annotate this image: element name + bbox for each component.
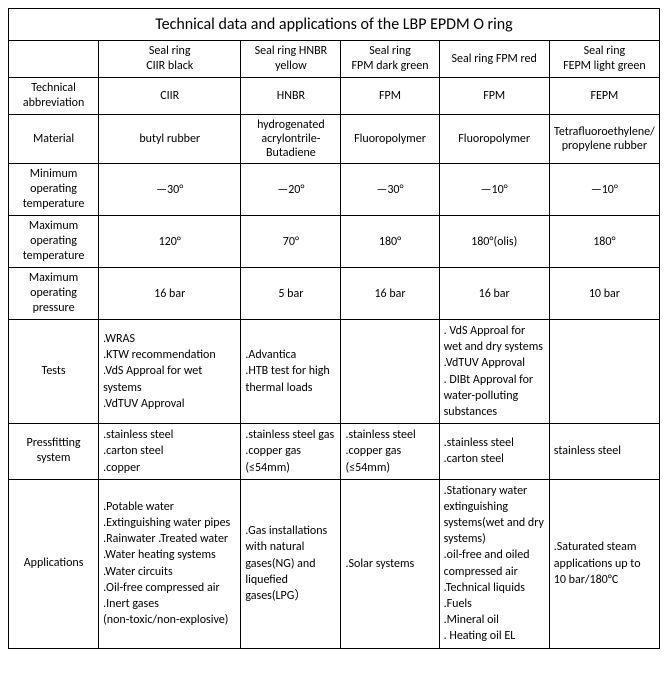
- column-header-line1: Seal ring HNBR: [245, 44, 336, 59]
- row-label: Applications: [9, 479, 99, 648]
- data-cell: Fluoropolymer: [341, 115, 439, 164]
- data-cell: FPM: [439, 78, 549, 115]
- data-cell: 16 bar: [439, 268, 549, 320]
- data-cell: 120°: [99, 216, 241, 268]
- table-row: Tests.WRAS .KTW recommendation .VdS Appr…: [9, 320, 660, 424]
- data-cell: .stainless steel gas .copper gas (≤54mm): [241, 424, 341, 480]
- data-cell: —10°: [439, 164, 549, 216]
- column-header: Seal ringFEPM light green: [549, 41, 659, 78]
- row-label: Pressfitting system: [9, 424, 99, 480]
- data-cell: 10 bar: [549, 268, 659, 320]
- column-header: Seal ring HNBRyellow: [241, 41, 341, 78]
- table-title: Technical data and applications of the L…: [9, 9, 660, 41]
- data-cell: FPM: [341, 78, 439, 115]
- column-header-line1: Seal ring: [345, 44, 434, 59]
- data-cell: CIIR: [99, 78, 241, 115]
- data-cell: .Solar systems: [341, 479, 439, 648]
- table-row: Applications.Potable water .Extinguishin…: [9, 479, 660, 648]
- data-cell: —30°: [99, 164, 241, 216]
- table-row: Maximum operating pressure16 bar5 bar16 …: [9, 268, 660, 320]
- row-label: Maximum operating pressure: [9, 268, 99, 320]
- table-row: Minimum operating temperature—30°—20°—30…: [9, 164, 660, 216]
- column-header: Seal ringFPM dark green: [341, 41, 439, 78]
- data-cell: butyl rubber: [99, 115, 241, 164]
- data-cell: 180°: [341, 216, 439, 268]
- data-cell: [549, 320, 659, 424]
- data-cell: 180°: [549, 216, 659, 268]
- data-cell: 16 bar: [341, 268, 439, 320]
- data-cell: hydrogenated acrylontrile-Butadiene: [241, 115, 341, 164]
- table-row: Maximum operating temperature120°70°180°…: [9, 216, 660, 268]
- data-cell: —10°: [549, 164, 659, 216]
- column-header-line1: Seal ring: [554, 44, 655, 59]
- row-label: Minimum operating temperature: [9, 164, 99, 216]
- data-cell: 16 bar: [99, 268, 241, 320]
- table-row: Technical abbreviationCIIRHNBRFPMFPMFEPM: [9, 78, 660, 115]
- table-row: Materialbutyl rubberhydrogenated acrylon…: [9, 115, 660, 164]
- data-cell: .stainless steel .carton steel: [439, 424, 549, 480]
- data-cell: . VdS Approal for wet and dry systems .V…: [439, 320, 549, 424]
- column-header: Seal ringCIIR black: [99, 41, 241, 78]
- column-header-line2: FPM dark green: [345, 59, 434, 74]
- data-cell: .stainless steel .copper gas (≤54mm): [341, 424, 439, 480]
- data-cell: .stainless steel .carton steel .copper: [99, 424, 241, 480]
- data-cell: 70°: [241, 216, 341, 268]
- data-cell: .Gas installations with natural gases(NG…: [241, 479, 341, 648]
- corner-blank: [9, 41, 99, 78]
- data-cell: stainless steel: [549, 424, 659, 480]
- spec-table-body: Technical data and applications of the L…: [9, 9, 660, 649]
- data-cell: 180°(olis): [439, 216, 549, 268]
- data-cell: .Potable water .Extinguishing water pipe…: [99, 479, 241, 648]
- column-header-line2: yellow: [245, 59, 336, 74]
- data-cell: [341, 320, 439, 424]
- row-label: Technical abbreviation: [9, 78, 99, 115]
- row-label: Material: [9, 115, 99, 164]
- data-cell: .Stationary water extinguishing systems(…: [439, 479, 549, 648]
- column-header-line1: Seal ring: [103, 44, 236, 59]
- data-cell: HNBR: [241, 78, 341, 115]
- row-label: Tests: [9, 320, 99, 424]
- data-cell: .Saturated steam applications up to 10 b…: [549, 479, 659, 648]
- data-cell: 5 bar: [241, 268, 341, 320]
- column-header-line2: CIIR black: [103, 59, 236, 74]
- data-cell: —20°: [241, 164, 341, 216]
- data-cell: FEPM: [549, 78, 659, 115]
- column-header: Seal ring FPM red: [439, 41, 549, 78]
- spec-table: Technical data and applications of the L…: [8, 8, 660, 649]
- row-label: Maximum operating temperature: [9, 216, 99, 268]
- column-header-line1: Seal ring FPM red: [444, 52, 545, 67]
- data-cell: Fluoropolymer: [439, 115, 549, 164]
- data-cell: —30°: [341, 164, 439, 216]
- data-cell: Tetrafluoroethylene/propylene rubber: [549, 115, 659, 164]
- column-header-line2: FEPM light green: [554, 59, 655, 74]
- data-cell: .Advantica .HTB test for high thermal lo…: [241, 320, 341, 424]
- table-row: Pressfitting system.stainless steel .car…: [9, 424, 660, 480]
- data-cell: .WRAS .KTW recommendation .VdS Approal f…: [99, 320, 241, 424]
